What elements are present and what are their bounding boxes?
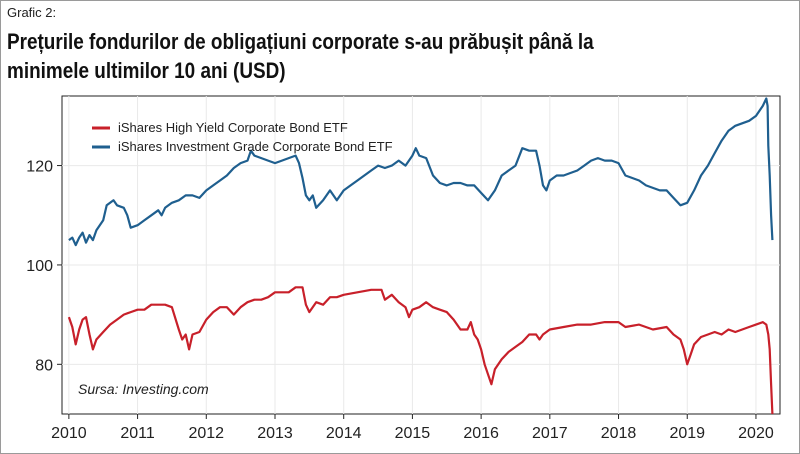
series-line-investment-grade [68,97,774,247]
x-tick-label: 2011 [120,425,155,442]
y-tick-label: 100 [26,258,53,275]
source-note: Sursa: Investing.com [78,381,209,397]
x-tick-label: 2018 [601,425,637,442]
legend-label-high-yield: iShares High Yield Corporate Bond ETF [118,120,348,135]
x-tick-label: 2015 [395,425,431,442]
x-tick-label: 2019 [669,425,705,442]
x-tick-label: 2016 [463,425,499,442]
x-tick-label: 2010 [51,425,87,442]
series-line-high-yield [67,286,774,415]
y-tick-label: 120 [26,159,53,176]
x-axis-ticks: 2010 2011 2012 2013 2014 2015 2016 2017 2018 2019… [51,414,774,442]
plot-area [61,95,781,415]
legend-label-investment-grade: iShares Investment Grade Corporate Bond … [118,139,393,154]
chart-title: Prețurile fondurilor de obligațiuni corp… [7,29,594,83]
figure-label: Grafic 2: [7,5,57,20]
x-tick-label: 2017 [532,425,568,442]
y-tick-label: 80 [35,357,53,374]
x-tick-label: 2012 [188,425,224,442]
x-tick-label: 2013 [257,425,293,442]
x-tick-label: 2020 [738,425,774,442]
x-tick-label: 2014 [326,425,362,442]
legend: iShares High Yield Corporate Bond ETF iS… [92,120,393,154]
series-lines [67,97,774,415]
y-axis-ticks: 80 100 120 [26,159,62,374]
